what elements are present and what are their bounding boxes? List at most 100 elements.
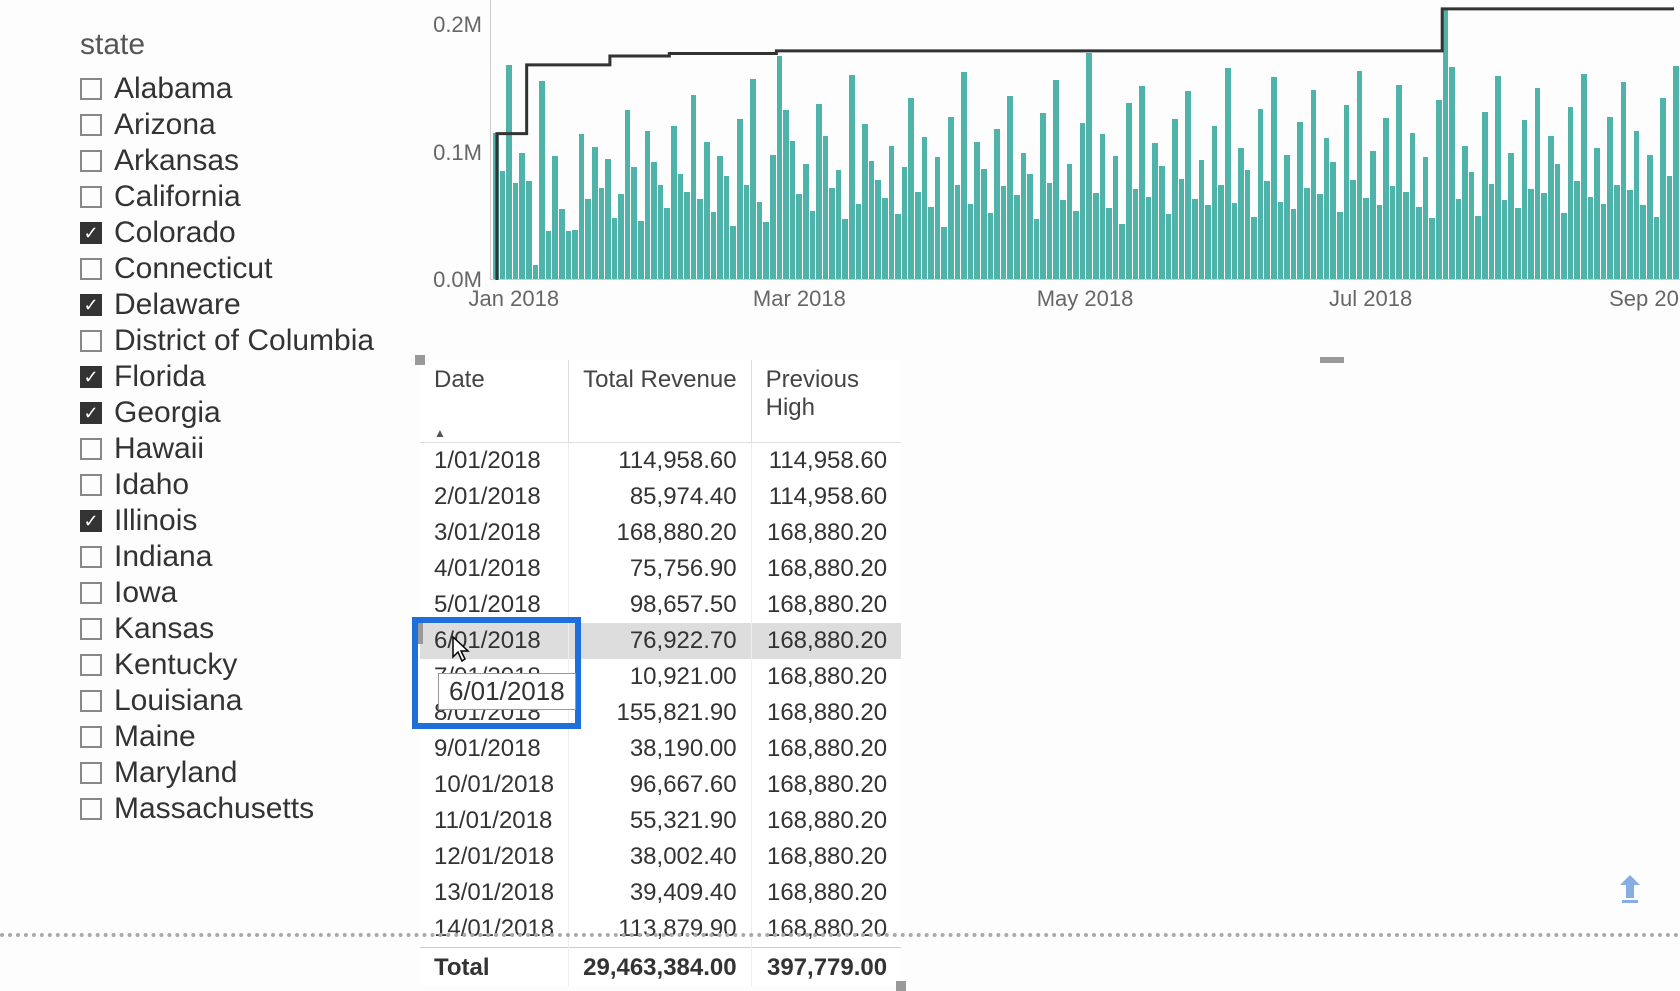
revenue-chart[interactable]: 0.0M0.1M0.2M Jan 2018Mar 2018May 2018Jul…	[420, 0, 1680, 320]
table-cell[interactable]: 2/01/2018	[420, 479, 569, 515]
chart-bar[interactable]	[730, 226, 736, 279]
chart-bar[interactable]	[823, 136, 829, 279]
state-item-arkansas[interactable]: Arkansas	[80, 144, 380, 178]
chart-bar[interactable]	[895, 214, 901, 279]
chart-bar[interactable]	[737, 119, 743, 279]
chart-bar[interactable]	[1607, 117, 1613, 279]
table-cell[interactable]: 11/01/2018	[420, 803, 569, 839]
checkbox[interactable]	[80, 618, 102, 640]
chart-bar[interactable]	[1390, 186, 1396, 279]
table-row[interactable]: 14/01/2018113,879.90168,880.20	[420, 911, 901, 948]
chart-bar[interactable]	[849, 75, 855, 279]
chart-bar[interactable]	[1086, 53, 1092, 279]
chart-bar[interactable]	[1040, 113, 1046, 279]
chart-bar[interactable]	[1225, 68, 1231, 279]
chart-bar[interactable]	[533, 265, 539, 279]
chart-bar[interactable]	[889, 146, 895, 279]
table-cell[interactable]: 168,880.20	[751, 767, 901, 803]
chart-bar[interactable]	[1152, 143, 1158, 279]
chart-bar[interactable]	[1192, 199, 1198, 279]
chart-bar[interactable]	[1363, 198, 1369, 279]
chart-bar[interactable]	[599, 188, 605, 279]
chart-bar[interactable]	[1199, 160, 1205, 279]
chart-bar[interactable]	[1113, 156, 1119, 279]
table-cell[interactable]: 168,880.20	[569, 515, 751, 551]
chart-bar[interactable]	[658, 185, 664, 279]
chart-bar[interactable]	[1330, 162, 1336, 279]
chart-bar[interactable]	[928, 207, 934, 279]
chart-bar[interactable]	[559, 209, 565, 279]
chart-bar[interactable]	[1179, 179, 1185, 279]
chart-bar[interactable]	[566, 231, 572, 279]
chart-bar[interactable]	[1297, 122, 1303, 279]
chart-bar[interactable]	[1284, 155, 1290, 279]
chart-bar[interactable]	[1456, 199, 1462, 279]
checkbox[interactable]	[80, 222, 102, 244]
chart-bar[interactable]	[1172, 119, 1178, 279]
table-row[interactable]: 10/01/201896,667.60168,880.20	[420, 767, 901, 803]
state-item-colorado[interactable]: Colorado	[80, 216, 380, 250]
chart-bar[interactable]	[1344, 105, 1350, 279]
table-cell[interactable]: 5/01/2018	[420, 587, 569, 623]
chart-bar[interactable]	[1383, 118, 1389, 279]
chart-bar[interactable]	[493, 133, 499, 279]
checkbox[interactable]	[80, 726, 102, 748]
chart-bar[interactable]	[1251, 217, 1257, 279]
state-item-idaho[interactable]: Idaho	[80, 468, 380, 502]
chart-bar[interactable]	[915, 192, 921, 280]
chart-bar[interactable]	[1548, 136, 1554, 279]
chart-bar[interactable]	[1185, 91, 1191, 279]
chart-bar[interactable]	[625, 110, 631, 279]
chart-bar[interactable]	[1574, 181, 1580, 279]
chart-bar[interactable]	[1568, 107, 1574, 279]
chart-bar[interactable]	[724, 176, 730, 279]
state-item-hawaii[interactable]: Hawaii	[80, 432, 380, 466]
table-cell[interactable]: 7/01/2018	[420, 659, 569, 695]
table-cell[interactable]: 39,409.40	[569, 875, 751, 911]
chart-bar[interactable]	[1027, 174, 1033, 279]
chart-bar[interactable]	[1614, 185, 1620, 279]
checkbox[interactable]	[80, 78, 102, 100]
chart-bar[interactable]	[618, 194, 624, 279]
revenue-table[interactable]: DateTotal RevenuePrevious High1/01/20181…	[420, 360, 901, 986]
chart-bar[interactable]	[1515, 208, 1521, 279]
chart-bar[interactable]	[796, 194, 802, 279]
chart-bar[interactable]	[750, 79, 756, 279]
chart-bar[interactable]	[691, 95, 697, 279]
state-item-massachusetts[interactable]: Massachusetts	[80, 792, 380, 826]
chart-bar[interactable]	[664, 208, 670, 279]
chart-bar[interactable]	[1014, 195, 1020, 279]
table-row[interactable]: 7/01/201810,921.00168,880.20	[420, 659, 901, 695]
chart-bar[interactable]	[829, 188, 835, 279]
chart-bar[interactable]	[1212, 126, 1218, 279]
chart-bar[interactable]	[1403, 192, 1409, 280]
state-item-kansas[interactable]: Kansas	[80, 612, 380, 646]
table-cell[interactable]: 85,974.40	[569, 479, 751, 515]
chart-bar[interactable]	[1601, 204, 1607, 279]
table-cell[interactable]: 76,922.70	[569, 623, 751, 659]
state-item-district-of-columbia[interactable]: District of Columbia	[80, 324, 380, 358]
table-cell[interactable]: 8/01/2018	[420, 695, 569, 731]
table-row[interactable]: 3/01/2018168,880.20168,880.20	[420, 515, 901, 551]
chart-bar[interactable]	[684, 192, 690, 280]
checkbox[interactable]	[80, 402, 102, 424]
chart-bar[interactable]	[1588, 197, 1594, 279]
chart-bar[interactable]	[1495, 76, 1501, 279]
chart-bar[interactable]	[1594, 148, 1600, 279]
column-header-total-revenue[interactable]: Total Revenue	[569, 360, 751, 443]
table-cell[interactable]: 168,880.20	[751, 587, 901, 623]
resize-handle-bottom-right[interactable]	[896, 981, 906, 991]
table-cell[interactable]: 55,321.90	[569, 803, 751, 839]
chart-bar[interactable]	[1508, 153, 1514, 279]
table-cell[interactable]: 168,880.20	[751, 839, 901, 875]
chart-bar[interactable]	[1640, 205, 1646, 279]
chart-bar[interactable]	[1634, 131, 1640, 279]
resize-handle-top[interactable]	[1320, 357, 1344, 363]
chart-bar[interactable]	[1166, 214, 1172, 279]
chart-bar[interactable]	[1304, 188, 1310, 279]
state-item-maryland[interactable]: Maryland	[80, 756, 380, 790]
chart-bar[interactable]	[1647, 155, 1653, 279]
chart-bar[interactable]	[1436, 100, 1442, 279]
state-item-louisiana[interactable]: Louisiana	[80, 684, 380, 718]
table-cell[interactable]: 6/01/2018	[420, 623, 569, 659]
